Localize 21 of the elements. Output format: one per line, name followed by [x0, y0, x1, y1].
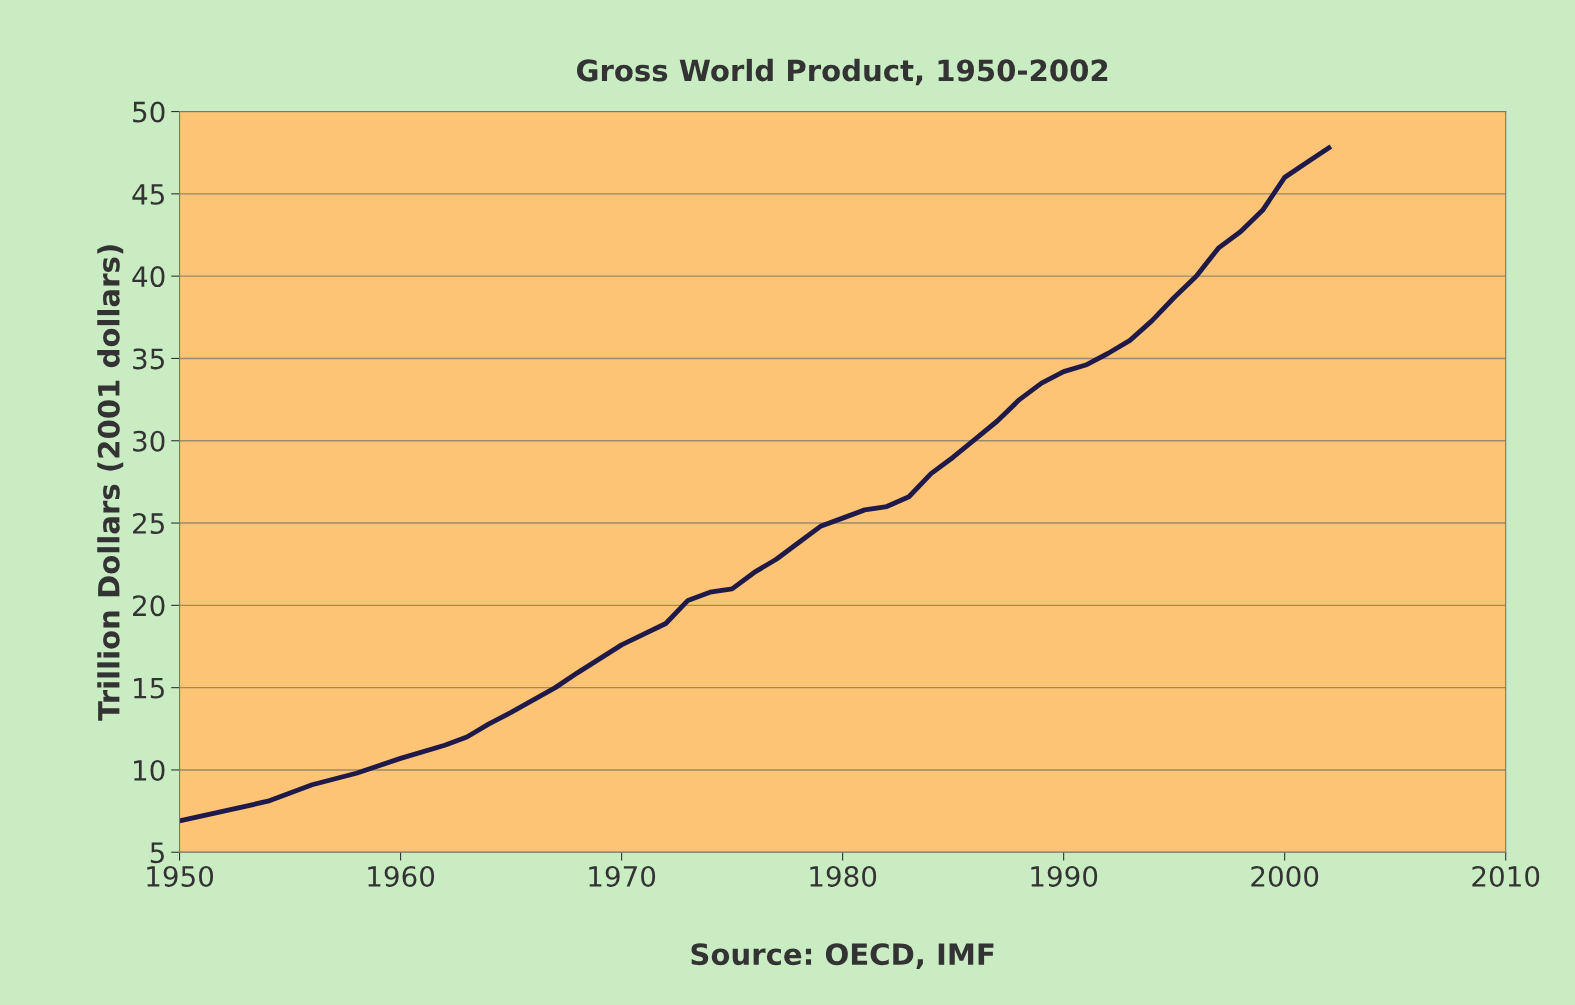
y-tick-label: 45 — [132, 184, 164, 205]
x-tick-label: 1970 — [589, 865, 656, 887]
x-tick-label: 1960 — [368, 865, 435, 887]
x-tick-label: 2000 — [1251, 865, 1319, 887]
y-tick-label: 10 — [134, 759, 165, 781]
x-tick-label: 1980 — [810, 865, 877, 887]
y-tick-label: 20 — [133, 595, 165, 617]
y-tick-label: 5 — [150, 842, 164, 864]
source-note: Source: OECD, IMF — [691, 943, 994, 969]
x-tick-label: 2010 — [1472, 865, 1540, 887]
y-tick-label: 30 — [133, 430, 165, 452]
y-tick-label: 50 — [133, 101, 165, 123]
x-tick-label: 1950 — [147, 865, 214, 887]
x-tick-label: 1990 — [1031, 865, 1098, 887]
y-tick-label: 25 — [133, 512, 164, 534]
y-tick-label: 40 — [132, 266, 165, 288]
chart-title: Gross World Product, 1950-2002 — [577, 58, 1108, 86]
y-axis-title: Trillion Dollars (2001 dollars) — [97, 245, 124, 721]
y-tick-label: 35 — [133, 348, 164, 370]
y-tick-label: 15 — [134, 677, 164, 699]
line-series — [179, 145, 1332, 824]
